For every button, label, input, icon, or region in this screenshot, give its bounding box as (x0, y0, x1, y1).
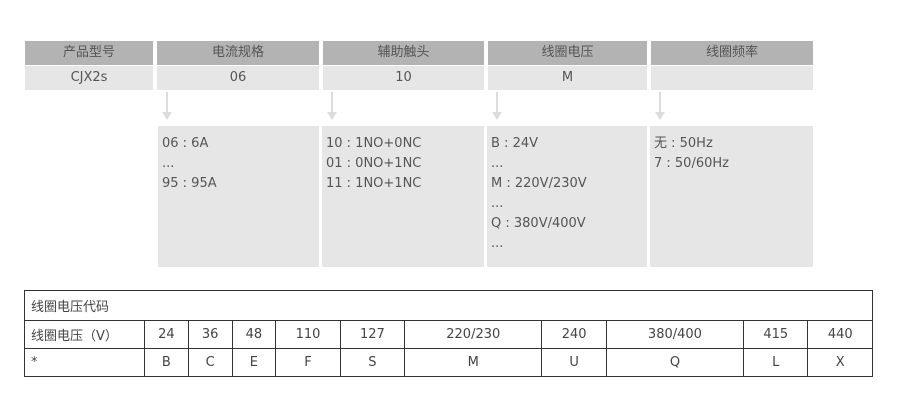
detail-line: ... (491, 236, 504, 251)
code-cell: F (275, 348, 341, 377)
code-cell: S (339, 348, 406, 377)
column-value: M (488, 66, 647, 90)
detail-line: 01 : 0NO+1NC (326, 156, 422, 171)
column-header: 线圈电压 (488, 41, 647, 65)
detail-line: 95 : 95A (162, 176, 217, 191)
column-value (651, 66, 813, 90)
code-cell: B (144, 348, 189, 377)
detail-line: 11 : 1NO+1NC (326, 176, 422, 191)
voltage-cell: 380/400 (605, 320, 745, 349)
detail-line: B : 24V (491, 136, 538, 151)
code-cell: M (404, 348, 543, 377)
arrow-down-icon (162, 92, 172, 120)
column-header: 电流规格 (157, 41, 319, 65)
detail-box: B : 24V... M : 220V/230V... Q : 380V/400V.… (487, 126, 647, 267)
detail-line: Q : 380V/400V (491, 216, 586, 231)
arrow-down-icon (655, 92, 665, 120)
code-cell: E (231, 348, 277, 377)
voltage-cell: 415 (743, 320, 809, 349)
voltage-cell: 127 (339, 320, 406, 349)
voltage-cell: 110 (275, 320, 341, 349)
column-value: 10 (323, 66, 484, 90)
voltage-cell: 220/230 (404, 320, 543, 349)
detail-line: ... (491, 196, 504, 211)
detail-line: ... (491, 156, 504, 171)
code-cell: C (187, 348, 233, 377)
voltage-cell: 36 (187, 320, 233, 349)
detail-box: 无 : 50Hz 7 : 50/60Hz (650, 126, 813, 267)
code-cell: X (807, 348, 873, 377)
detail-line: 10 : 1NO+0NC (326, 136, 422, 151)
voltage-row-label: 线圈电压（V） (24, 320, 145, 349)
arrow-down-icon (492, 92, 502, 120)
column-value: CJX2s (25, 66, 153, 90)
column-value: 06 (157, 66, 319, 90)
code-cell: L (743, 348, 809, 377)
column-header: 线圈频率 (651, 41, 813, 65)
voltage-cell: 440 (807, 320, 873, 349)
column-header: 产品型号 (25, 41, 153, 65)
column-header: 辅助触头 (323, 41, 484, 65)
voltage-cell: 240 (541, 320, 607, 349)
arrow-down-icon (327, 92, 337, 120)
detail-line: M : 220V/230V (491, 176, 587, 191)
detail-line: 06 : 6A (162, 136, 209, 151)
code-row-label: * (24, 348, 145, 377)
code-cell: U (541, 348, 607, 377)
voltage-cell: 24 (144, 320, 189, 349)
detail-line: ... (162, 156, 175, 171)
code-cell: Q (605, 348, 745, 377)
voltage-code-table: 线圈电压代码 线圈电压（V） 24 36 48 110 127 220/230 240 380… (24, 290, 873, 377)
detail-line: 无 : 50Hz (654, 136, 713, 151)
voltage-cell: 48 (231, 320, 277, 349)
detail-box: 10 : 1NO+0NC 01 : 0NO+1NC 11 : 1NO+1NC (322, 126, 484, 267)
detail-box: 06 : 6A... 95 : 95A (158, 126, 319, 267)
detail-line: 7 : 50/60Hz (654, 156, 729, 171)
voltage-row: 线圈电压（V） 24 36 48 110 127 220/230 240 380/400 415… (24, 320, 873, 349)
table-title: 线圈电压代码 (24, 290, 873, 321)
